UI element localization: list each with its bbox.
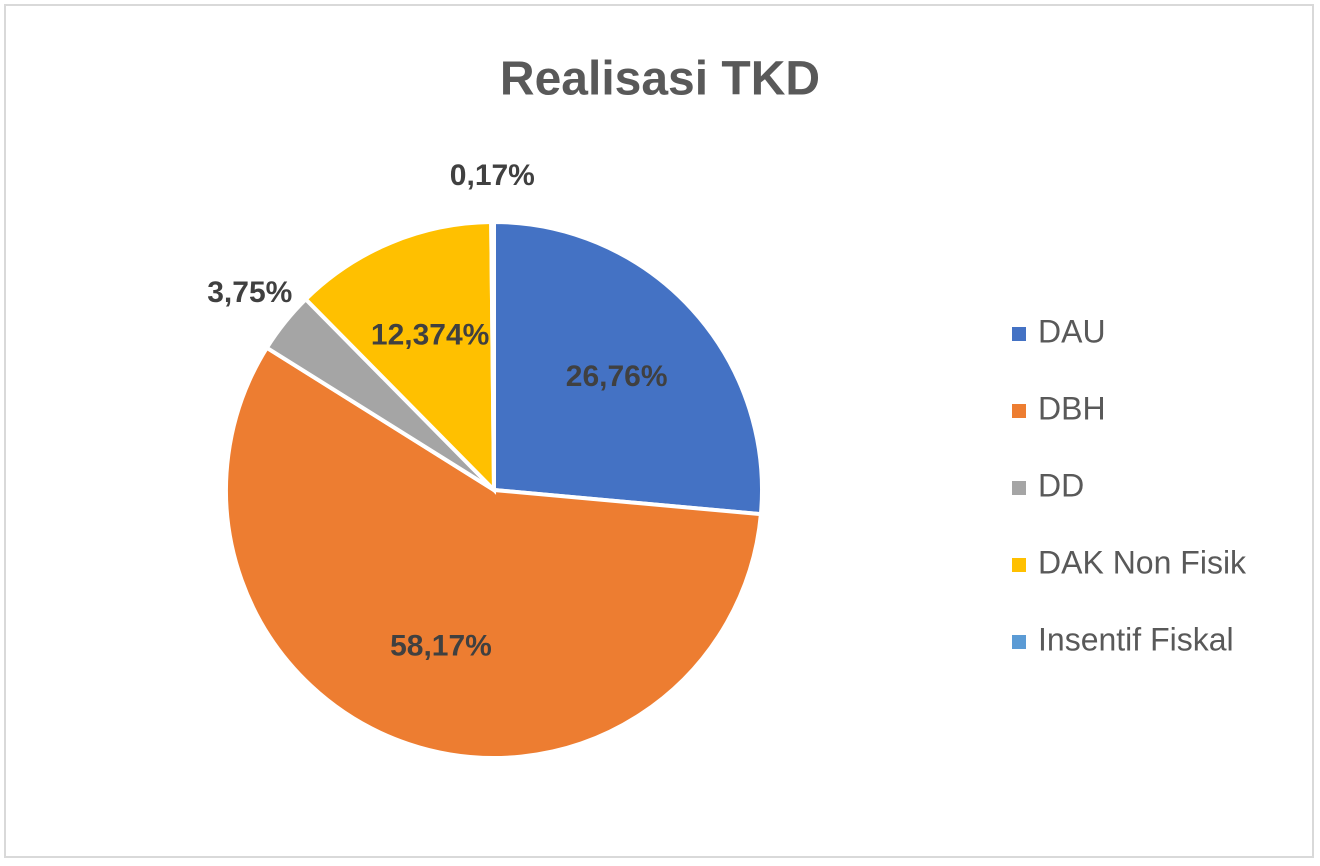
data-label: 3,75% (207, 276, 292, 309)
legend-label: DD (1038, 467, 1084, 503)
legend-swatch (1012, 404, 1026, 418)
legend-label: DAU (1038, 313, 1106, 349)
data-label: 0,17% (450, 159, 535, 192)
legend-swatch (1012, 327, 1026, 341)
data-label: 58,17% (390, 629, 492, 662)
legend-swatch (1012, 635, 1026, 649)
data-label: 26,76% (566, 360, 668, 393)
pie-slice (492, 219, 764, 517)
pie-slice (302, 219, 497, 495)
legend-swatch (1012, 558, 1026, 572)
legend-swatch (1012, 481, 1026, 495)
data-label: 12,374% (371, 319, 489, 352)
pie-slice (224, 345, 764, 760)
pie-slice (489, 219, 496, 491)
legend-label: DBH (1038, 390, 1106, 426)
legend-label: DAK Non Fisik (1038, 544, 1247, 580)
legend-label: Insentif Fiskal (1038, 621, 1234, 657)
chart-title: Realisasi TKD (500, 53, 820, 106)
